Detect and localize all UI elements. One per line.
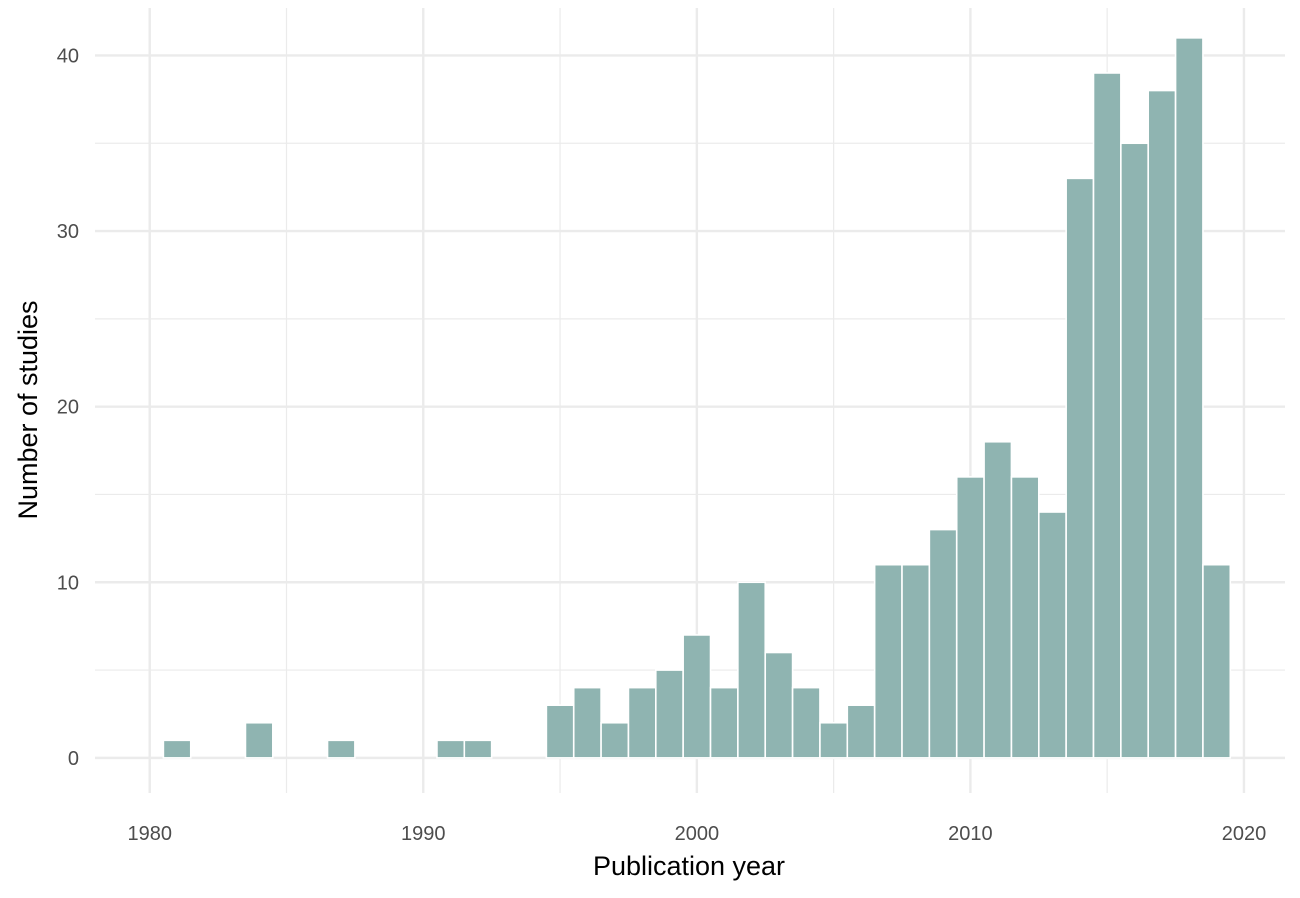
x-tick-label: 2000 bbox=[675, 823, 720, 845]
bar-1992 bbox=[463, 739, 493, 759]
y-tick-label: 40 bbox=[57, 45, 79, 67]
bar-1996 bbox=[572, 686, 602, 759]
y-tick-label: 0 bbox=[68, 748, 79, 770]
bar-2007 bbox=[873, 563, 903, 759]
y-tick-label: 30 bbox=[57, 221, 79, 243]
x-tick-label: 2020 bbox=[1222, 823, 1267, 845]
bar-1995 bbox=[545, 704, 575, 759]
bar-1991 bbox=[436, 739, 466, 759]
bar-2018 bbox=[1174, 37, 1204, 759]
bar-2002 bbox=[737, 581, 767, 759]
bar-2003 bbox=[764, 651, 794, 759]
x-axis-title: Publication year bbox=[593, 851, 785, 881]
bar-1984 bbox=[244, 721, 274, 759]
bar-2019 bbox=[1202, 563, 1232, 759]
bar-2005 bbox=[819, 721, 849, 759]
bar-1998 bbox=[627, 686, 657, 759]
bar-2001 bbox=[709, 686, 739, 759]
bar-2010 bbox=[955, 476, 985, 759]
bar-1999 bbox=[655, 669, 684, 759]
bar-2004 bbox=[791, 686, 821, 759]
y-axis-title: Number of studies bbox=[13, 300, 43, 519]
bar-1997 bbox=[600, 721, 630, 759]
bar-2000 bbox=[682, 634, 712, 759]
bar-1981 bbox=[162, 739, 192, 759]
bar-2009 bbox=[928, 528, 958, 759]
x-axis-tick-labels: 1980 1990 2000 2010 2020 bbox=[127, 823, 1266, 845]
x-tick-label: 1980 bbox=[127, 823, 172, 845]
bar-2016 bbox=[1120, 142, 1150, 759]
bar-1987 bbox=[326, 739, 356, 759]
bar-2008 bbox=[901, 563, 931, 759]
bar-2015 bbox=[1092, 72, 1122, 759]
bars-group bbox=[162, 37, 1232, 759]
x-tick-label: 2010 bbox=[948, 823, 993, 845]
bar-2012 bbox=[1010, 476, 1040, 759]
bar-2014 bbox=[1065, 177, 1095, 759]
y-axis-tick-labels: 0 10 20 30 40 bbox=[57, 45, 79, 769]
x-tick-label: 1990 bbox=[401, 823, 446, 845]
bar-2011 bbox=[983, 440, 1013, 759]
y-tick-label: 20 bbox=[57, 397, 79, 419]
bar-2017 bbox=[1147, 89, 1177, 759]
y-tick-label: 10 bbox=[57, 572, 79, 594]
bar-2006 bbox=[846, 704, 876, 759]
bar-2013 bbox=[1037, 511, 1067, 759]
